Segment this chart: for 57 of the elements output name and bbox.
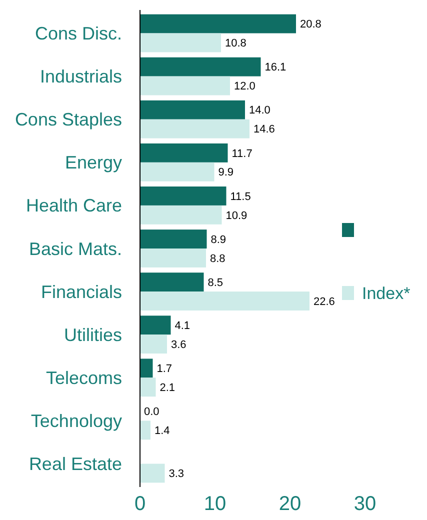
data-label: 8.9 bbox=[210, 234, 226, 246]
data-label: 22.6 bbox=[314, 296, 335, 308]
x-tick-label: 0 bbox=[134, 493, 146, 515]
bar bbox=[140, 143, 228, 162]
legend-label: Index* bbox=[362, 284, 411, 303]
y-tick-label: Cons Disc. bbox=[34, 24, 122, 44]
bar bbox=[140, 316, 171, 335]
data-label: 1.7 bbox=[156, 363, 172, 376]
bar bbox=[140, 33, 221, 52]
bar bbox=[140, 358, 153, 378]
y-tick-label: Utilities bbox=[64, 324, 122, 345]
bar bbox=[140, 14, 296, 34]
bar bbox=[140, 420, 150, 440]
bar bbox=[140, 57, 261, 76]
data-label: 10.9 bbox=[226, 210, 248, 222]
bar bbox=[140, 205, 222, 224]
bar bbox=[140, 334, 167, 354]
data-label: 11.5 bbox=[230, 190, 251, 203]
y-tick-label: Industrials bbox=[40, 66, 122, 87]
data-label: 14.6 bbox=[254, 124, 275, 136]
x-tick-label: 30 bbox=[354, 493, 376, 515]
bar bbox=[140, 272, 204, 292]
y-tick-label: Telecoms bbox=[46, 368, 122, 388]
y-tick-label: Energy bbox=[64, 152, 122, 173]
data-label: 3.3 bbox=[168, 468, 184, 480]
bar bbox=[140, 119, 250, 138]
y-tick-label: Financials bbox=[40, 282, 122, 302]
y-tick-label: Basic Mats. bbox=[28, 238, 122, 259]
bar bbox=[140, 464, 165, 483]
data-label: 8.5 bbox=[208, 276, 224, 289]
data-label: 4.1 bbox=[174, 320, 190, 332]
data-label: 1.4 bbox=[154, 425, 170, 438]
data-label: 2.1 bbox=[160, 382, 176, 394]
y-tick-label: Real Estate bbox=[28, 454, 122, 474]
bar bbox=[140, 292, 310, 310]
data-label: 12.0 bbox=[234, 80, 256, 93]
data-label: 16.1 bbox=[264, 62, 286, 74]
data-label: 0.0 bbox=[144, 406, 160, 418]
bar bbox=[140, 248, 206, 268]
bar bbox=[140, 162, 214, 182]
data-label: 10.8 bbox=[225, 38, 246, 50]
data-label: 14.0 bbox=[249, 104, 270, 117]
bar bbox=[140, 76, 230, 96]
x-tick-label: 20 bbox=[278, 493, 302, 515]
data-label: 20.8 bbox=[300, 18, 322, 31]
y-tick-label: Cons Staples bbox=[14, 110, 122, 130]
data-label: 11.7 bbox=[232, 148, 252, 160]
bar bbox=[140, 100, 245, 120]
x-tick-label: 10 bbox=[204, 493, 226, 515]
bar bbox=[140, 378, 156, 397]
y-tick-label: Technology bbox=[30, 411, 122, 431]
y-tick-label: Health Care bbox=[26, 196, 122, 216]
data-label: 9.9 bbox=[218, 166, 234, 179]
bar bbox=[140, 230, 207, 248]
data-label: 8.8 bbox=[210, 252, 226, 265]
bar bbox=[140, 186, 226, 206]
data-label: 3.6 bbox=[171, 338, 186, 351]
